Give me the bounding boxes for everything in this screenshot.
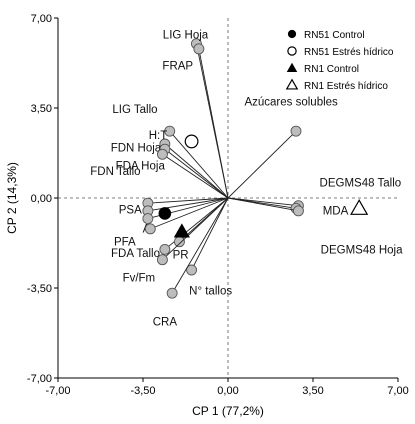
- legend-label-rn1-control: RN1 Control: [304, 64, 359, 75]
- loading-vector-pfa: [150, 197, 229, 230]
- loading-vector-fdn-hoja: [164, 148, 229, 199]
- loading-vector-h-t: [164, 143, 229, 199]
- loading-point-pfa: [144, 223, 156, 235]
- loading-vector-az-cares-solubles: [227, 130, 297, 199]
- loading-label-az-cares-solubles: Azúcares solubles: [244, 96, 338, 108]
- loading-point-lig-tallo: [164, 125, 176, 137]
- legend-marker-rn1-estr-s-h-drico: [285, 78, 299, 90]
- treatment-marker-rn1-control: [173, 223, 190, 238]
- loading-label-psa: PSA: [119, 204, 142, 216]
- x-tick-label: -7,00: [45, 385, 70, 397]
- loading-label-n-tallos: N° tallos: [189, 285, 232, 297]
- x-tick-label: 7,00: [387, 385, 408, 397]
- legend-marker-rn1-control: [286, 62, 298, 72]
- x-axis-title: CP 1 (77,2%): [192, 404, 264, 418]
- loading-label-mda: MDA: [323, 206, 349, 218]
- loading-label-degms48-tallo: DEGMS48 Tallo: [320, 177, 402, 189]
- legend-label-rn51-control: RN51 Control: [304, 30, 365, 41]
- loading-vector-degms48-tallo: [227, 197, 299, 207]
- y-tick-label: 7,00: [31, 13, 52, 25]
- loading-label-frap: FRAP: [162, 60, 193, 72]
- legend: RN51 Control RN51 Estrés hídrico RN1 Contr…: [285, 29, 394, 92]
- loading-label-fv-fm: Fv/Fm: [123, 273, 156, 285]
- legend-label-rn51-estr-s-h-drico: RN51 Estrés hídrico: [304, 47, 394, 58]
- loading-vector-n-tallos: [191, 197, 229, 271]
- x-tick-label: 3,50: [302, 385, 323, 397]
- treatment-marker-rn51-control: [158, 207, 172, 220]
- legend-label-rn1-estr-s-h-drico: RN1 Estrés hídrico: [304, 81, 388, 92]
- loading-label-lig-tallo: LIG Tallo: [112, 104, 157, 116]
- y-tick-label: -7,00: [27, 373, 52, 385]
- loading-vector-lig-tallo: [169, 130, 229, 199]
- loading-label-degms48-hoja: DEGMS48 Hoja: [321, 244, 403, 256]
- treatment-markers: [158, 134, 369, 238]
- loading-point-fv-fm: [156, 254, 168, 266]
- ticks: -7,00-7,00 -3,50 -3,50 0,00 0,00 3,50 3,50 7,00…: [27, 13, 409, 397]
- loading-point-a: [142, 213, 154, 225]
- y-tick-label: -3,50: [27, 283, 52, 295]
- loading-point-cra: [166, 287, 178, 299]
- loading-vector-frap: [198, 48, 229, 199]
- loading-label-h-t: H:T: [149, 130, 168, 142]
- loading-label-pr: PR: [173, 249, 189, 261]
- loading-vector-fda-hoja: [162, 153, 229, 199]
- loading-vector-degms48-hoja: [227, 197, 299, 212]
- treatment-marker-rn51-estr-s-h-drico: [184, 134, 199, 149]
- loading-label-pfa: PFA: [114, 237, 136, 249]
- legend-marker-rn51-control: [287, 29, 297, 39]
- loading-vector-fdn-tallo: [147, 197, 229, 204]
- loading-label-fdn-hoja: FDN Hoja: [111, 143, 162, 155]
- x-tick-label: 0,00: [217, 385, 238, 397]
- loading-point-degms48-hoja: [292, 205, 304, 217]
- loading-label-lig-hoja: LIG Hoja: [163, 30, 209, 42]
- loading-label-fdn-tallo: FDN Tallo: [90, 166, 140, 178]
- loading-label-fda-hoja: FDA Hoja: [116, 161, 166, 173]
- x-tick-label: -3,50: [130, 385, 155, 397]
- loading-point-pr: [173, 236, 185, 248]
- loading-point-az-cares-solubles: [290, 125, 302, 137]
- loading-vector-cra: [171, 197, 229, 294]
- y-tick-label: 3,50: [31, 103, 52, 115]
- loading-vector-fv-fm: [162, 197, 229, 261]
- y-axis-title: CP 2 (14,3%): [5, 162, 19, 234]
- loading-point-fda-hoja: [156, 148, 168, 160]
- y-tick-label: 0,00: [31, 193, 52, 205]
- loading-point-fda-tallo: [159, 243, 171, 255]
- loading-point-n-tallos: [186, 264, 198, 276]
- loading-label-cra: CRA: [153, 316, 178, 328]
- loading-point-frap: [193, 43, 205, 55]
- loading-label-fda-tallo: FDA Tallo: [111, 248, 160, 260]
- legend-marker-rn51-estr-s-h-drico: [287, 46, 297, 56]
- treatment-marker-rn1-estr-s-h-drico: [350, 199, 369, 215]
